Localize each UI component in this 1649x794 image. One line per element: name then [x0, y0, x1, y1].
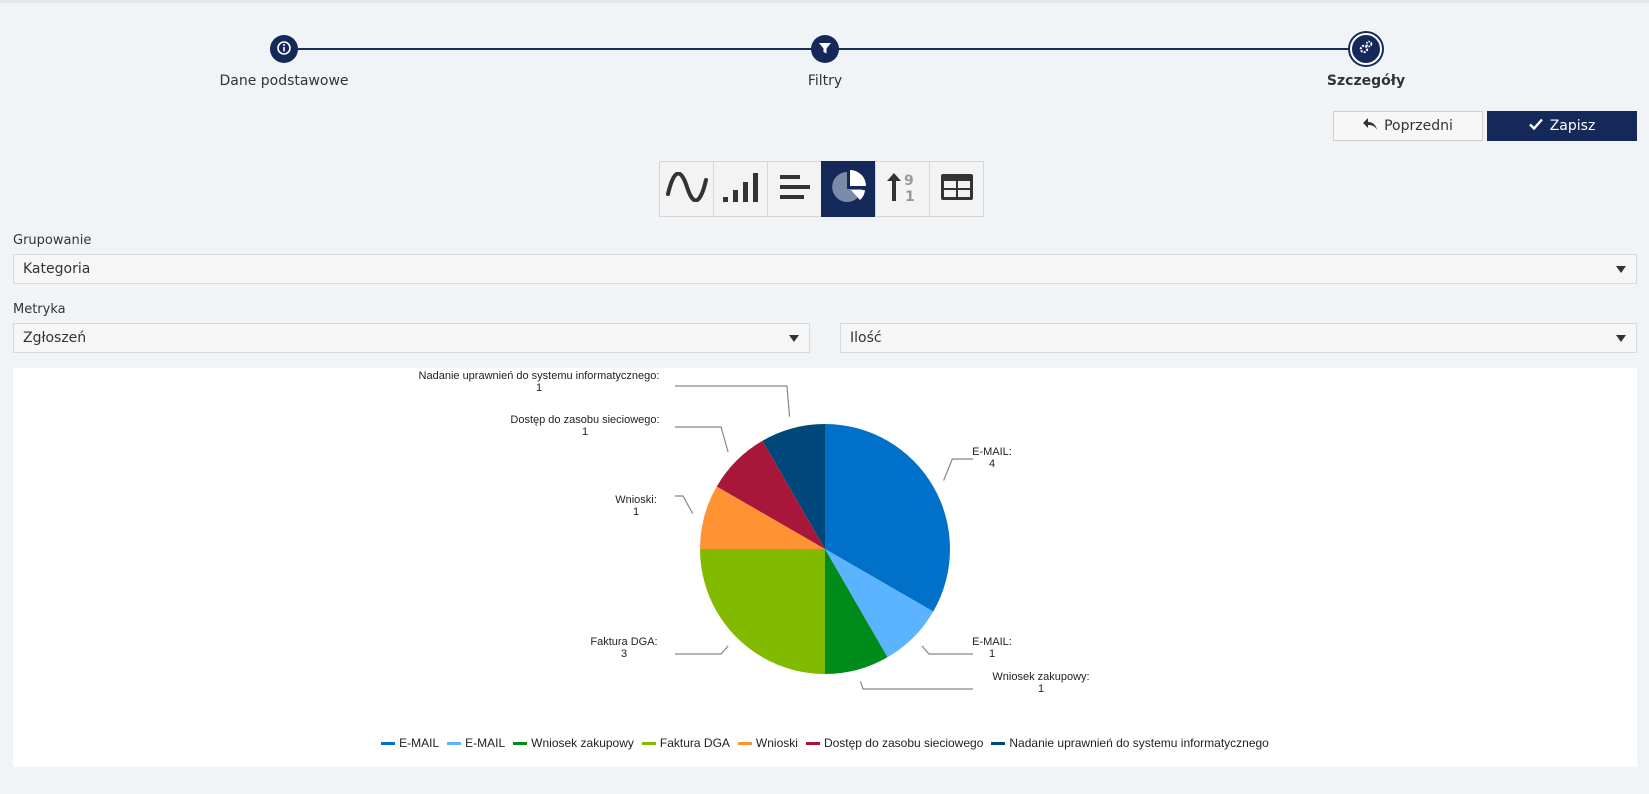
- step-info-dot[interactable]: [270, 35, 298, 63]
- chart-legend: E-MAIL E-MAIL Wniosek zakupowy Faktura DGA W…: [13, 736, 1637, 750]
- chart-type-line-button[interactable]: [659, 161, 714, 217]
- chart-type-table-button[interactable]: [929, 161, 984, 217]
- pie-label-name: Nadanie uprawnień do systemu informatycz…: [419, 370, 660, 382]
- metric-aggregation-select[interactable]: Ilość: [840, 323, 1637, 353]
- check-icon: [1528, 118, 1543, 134]
- step-label-filters: Filtry: [807, 73, 843, 89]
- pie-label-name: Dostęp do zasobu sieciowego:: [510, 414, 659, 426]
- caret-down-icon: [1616, 335, 1626, 342]
- pie-label-value: 3: [621, 648, 627, 660]
- pie-slice[interactable]: [700, 549, 825, 674]
- legend-swatch: [991, 741, 1006, 745]
- legend-label: Wniosek zakupowy: [531, 736, 634, 750]
- legend-item[interactable]: E-MAIL: [381, 736, 439, 750]
- pie-label-name: Faktura DGA:: [590, 636, 657, 648]
- legend-swatch: [447, 741, 462, 745]
- pie-slice[interactable]: [825, 549, 888, 674]
- pie-label-value: 1: [582, 426, 588, 438]
- legend-label: Faktura DGA: [659, 736, 730, 750]
- bar-chart-icon: [779, 173, 811, 205]
- previous-button-label: Poprzedni: [1384, 118, 1453, 134]
- filter-icon: [818, 40, 832, 59]
- pie-slice[interactable]: [700, 486, 825, 550]
- step-details-dot[interactable]: [1350, 33, 1382, 65]
- legend-item[interactable]: Faktura DGA: [641, 736, 730, 750]
- legend-item[interactable]: Wniosek zakupowy: [513, 736, 634, 750]
- grouping-select-value: Kategoria: [23, 261, 91, 277]
- legend-item[interactable]: Nadanie uprawnień do systemu informatycz…: [991, 736, 1269, 750]
- legend-item[interactable]: E-MAIL: [447, 736, 505, 750]
- reply-arrow-icon: [1363, 118, 1378, 134]
- info-icon: [277, 40, 291, 59]
- gears-icon: [1358, 39, 1374, 59]
- metric-aggregation-value: Ilość: [850, 330, 882, 346]
- legend-label: Wnioski: [755, 736, 798, 750]
- legend-label: E-MAIL: [399, 736, 440, 750]
- pie-label-value: 1: [633, 506, 639, 518]
- pie-slice[interactable]: [762, 424, 826, 549]
- legend-swatch: [513, 741, 528, 745]
- table-icon: [940, 173, 974, 205]
- pie-label-connector: [675, 645, 729, 655]
- legend-label: Nadanie uprawnień do systemu informatycz…: [1009, 736, 1269, 750]
- pie-label-connector: [675, 426, 729, 453]
- pie-label-connector: [675, 385, 791, 417]
- pie-label-value: 1: [1038, 683, 1044, 695]
- metric-select-value: Zgłoszeń: [23, 330, 87, 346]
- grouping-label: Grupowanie: [13, 233, 92, 248]
- chart-type-bar-button[interactable]: [767, 161, 822, 217]
- pie-slice[interactable]: [825, 424, 950, 612]
- chart-type-pie-button[interactable]: [821, 161, 876, 217]
- legend-label: Dostęp do zasobu sieciowego: [823, 736, 984, 750]
- legend-swatch: [641, 741, 656, 745]
- step-label-details: Szczegóły: [1326, 73, 1406, 89]
- chart-panel: E-MAIL: 4 E-MAIL: 1 Wniosek zakupowy: 1 Faktur…: [13, 368, 1637, 767]
- svg-text:9: 9: [904, 173, 914, 189]
- pie-label-connector: [859, 681, 973, 690]
- pie-chart-icon: [830, 168, 868, 210]
- previous-button[interactable]: Poprzedni: [1333, 111, 1483, 141]
- step-filter-dot[interactable]: [811, 35, 839, 63]
- metric-select[interactable]: Zgłoszeń: [13, 323, 810, 353]
- grouping-select[interactable]: Kategoria: [13, 254, 1637, 284]
- column-chart-icon: [721, 171, 761, 207]
- legend-label: E-MAIL: [465, 736, 506, 750]
- pie-label-connector: [943, 458, 973, 481]
- chart-type-column-button[interactable]: [713, 161, 768, 217]
- legend-swatch: [737, 741, 752, 745]
- pie-label-value: 4: [989, 458, 995, 470]
- pie-label-name: E-MAIL:: [972, 446, 1012, 458]
- legend-swatch: [805, 741, 820, 745]
- legend-item[interactable]: Wnioski: [737, 736, 798, 750]
- save-button-label: Zapisz: [1549, 118, 1596, 134]
- pie-slice[interactable]: [716, 440, 825, 549]
- pie-slice[interactable]: [825, 549, 934, 658]
- pie-label-connector: [921, 645, 973, 655]
- pie-label-name: Wnioski:: [615, 494, 657, 506]
- line-chart-icon: [665, 171, 709, 206]
- save-button[interactable]: Zapisz: [1487, 111, 1637, 141]
- pie-label-name: E-MAIL:: [972, 636, 1012, 648]
- metric-label: Metryka: [13, 302, 66, 317]
- top-border: [0, 0, 1649, 3]
- svg-text:1: 1: [905, 189, 915, 203]
- caret-down-icon: [789, 335, 799, 342]
- legend-swatch: [381, 741, 396, 745]
- step-label-basic: Dane podstawowe: [219, 73, 349, 89]
- legend-item[interactable]: Dostęp do zasobu sieciowego: [805, 736, 984, 750]
- pie-label-value: 1: [989, 648, 995, 660]
- caret-down-icon: [1616, 266, 1626, 273]
- pie-label-value: 1: [536, 382, 542, 394]
- pie-label-name: Wniosek zakupowy:: [992, 671, 1089, 683]
- pie-label-connector: [675, 495, 694, 514]
